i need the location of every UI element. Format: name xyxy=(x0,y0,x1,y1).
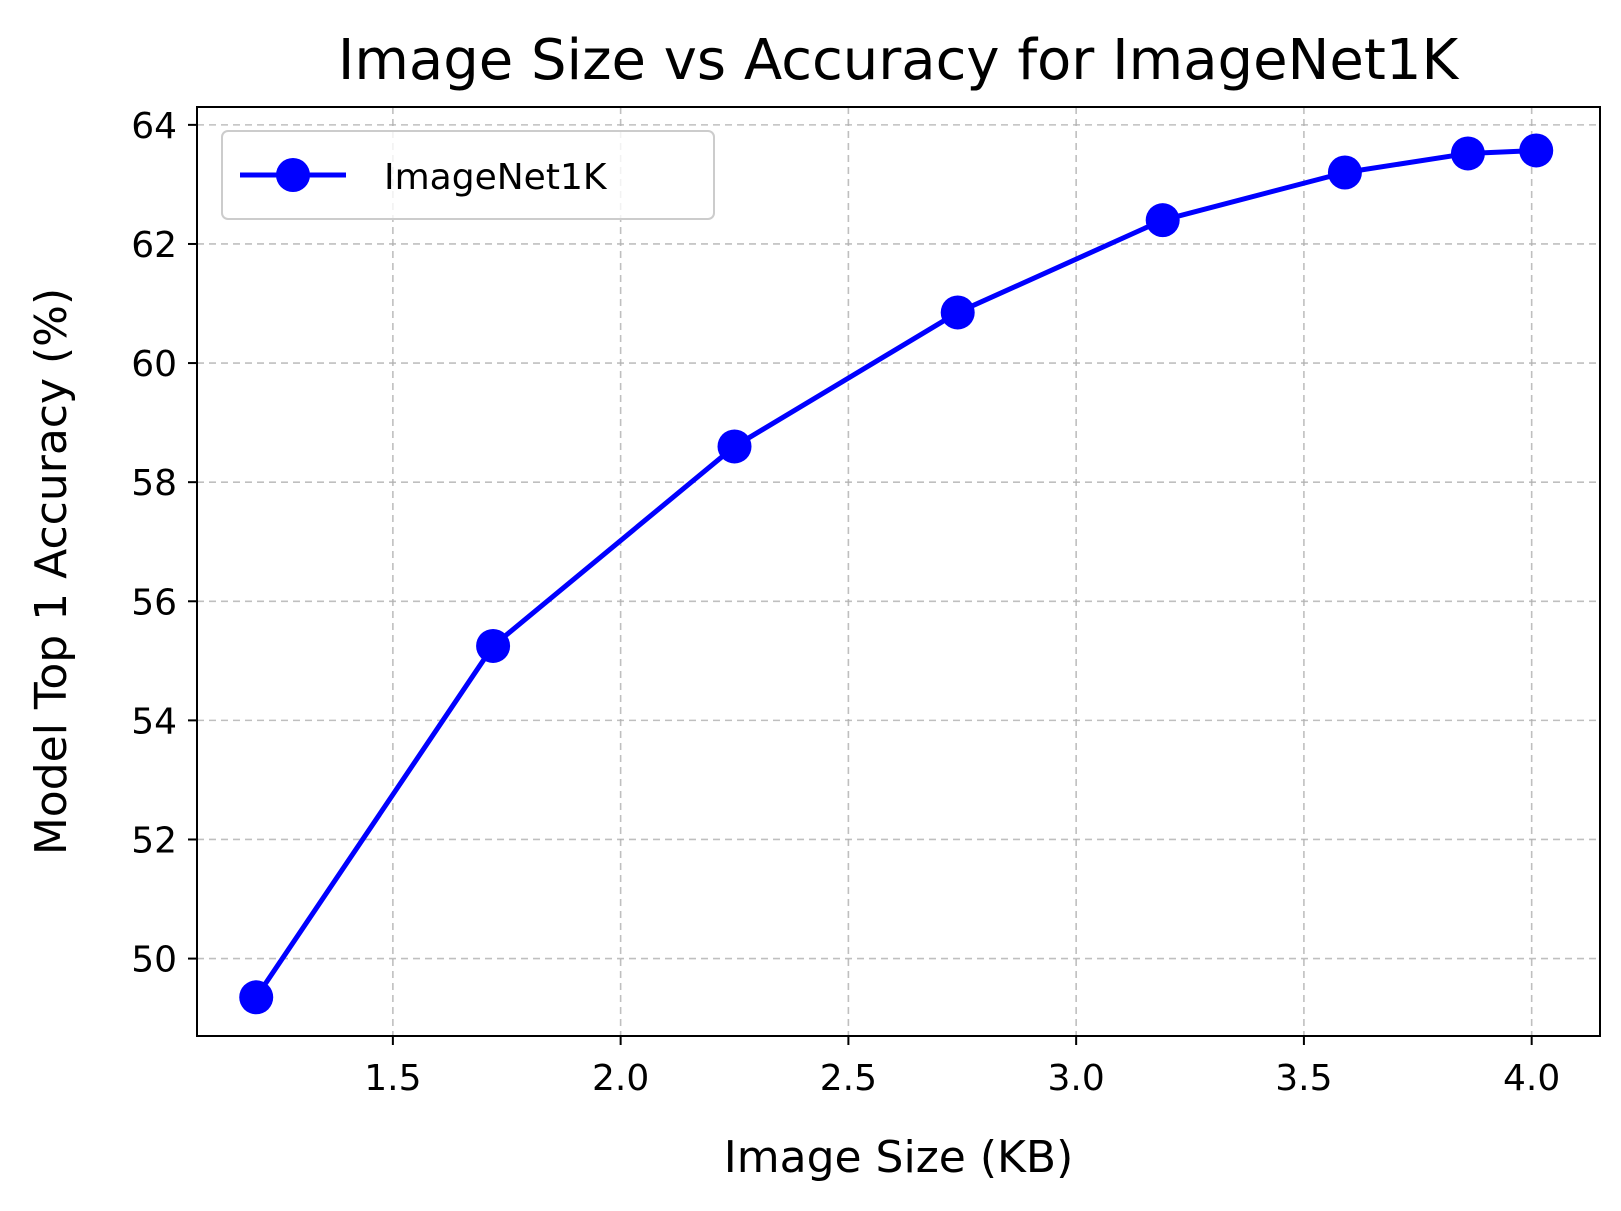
y-tick-label: 60 xyxy=(131,344,177,385)
y-tick-label: 58 xyxy=(131,463,177,504)
y-tick-label: 64 xyxy=(131,106,177,147)
legend-box xyxy=(221,130,715,220)
x-tick-label: 2.0 xyxy=(592,1058,649,1099)
y-tick-label: 52 xyxy=(131,820,177,861)
data-point xyxy=(1145,203,1180,238)
data-point xyxy=(1327,155,1362,190)
y-tick-label: 62 xyxy=(131,225,177,266)
x-tick-label: 3.5 xyxy=(1275,1058,1332,1099)
data-point xyxy=(1450,136,1485,171)
data-point xyxy=(1519,133,1554,168)
data-point xyxy=(717,429,752,464)
axis-ticks: 1.5 2.0 2.5 3.0 3.5 4.0 50 52 54 56 58 60 62 64 xyxy=(131,106,1560,1099)
data-point xyxy=(239,980,274,1015)
chart-title: Image Size vs Accuracy for ImageNet1K xyxy=(338,28,1460,93)
plot-area-frame xyxy=(196,106,1601,1037)
y-tick-label: 54 xyxy=(131,701,177,742)
y-tick-label: 56 xyxy=(131,582,177,623)
legend-marker xyxy=(276,158,310,192)
x-tick-label: 2.5 xyxy=(820,1058,877,1099)
grid xyxy=(197,107,1600,1036)
legend-entry-imagenet1k: ImageNet1K xyxy=(384,157,608,198)
x-tick-label: 1.5 xyxy=(364,1058,421,1099)
legend: ImageNet1K xyxy=(221,130,715,220)
y-tick-label: 50 xyxy=(131,940,177,981)
data-point xyxy=(940,295,975,330)
y-axis-label: Model Top 1 Accuracy (%) xyxy=(26,288,77,855)
x-tick-label: 4.0 xyxy=(1503,1058,1560,1099)
x-tick-label: 3.0 xyxy=(1048,1058,1105,1099)
data-point xyxy=(476,628,511,663)
x-axis-label: Image Size (KB) xyxy=(724,1132,1073,1183)
series-layer xyxy=(239,133,1554,1015)
series-line-imagenet1k xyxy=(253,147,1539,1000)
